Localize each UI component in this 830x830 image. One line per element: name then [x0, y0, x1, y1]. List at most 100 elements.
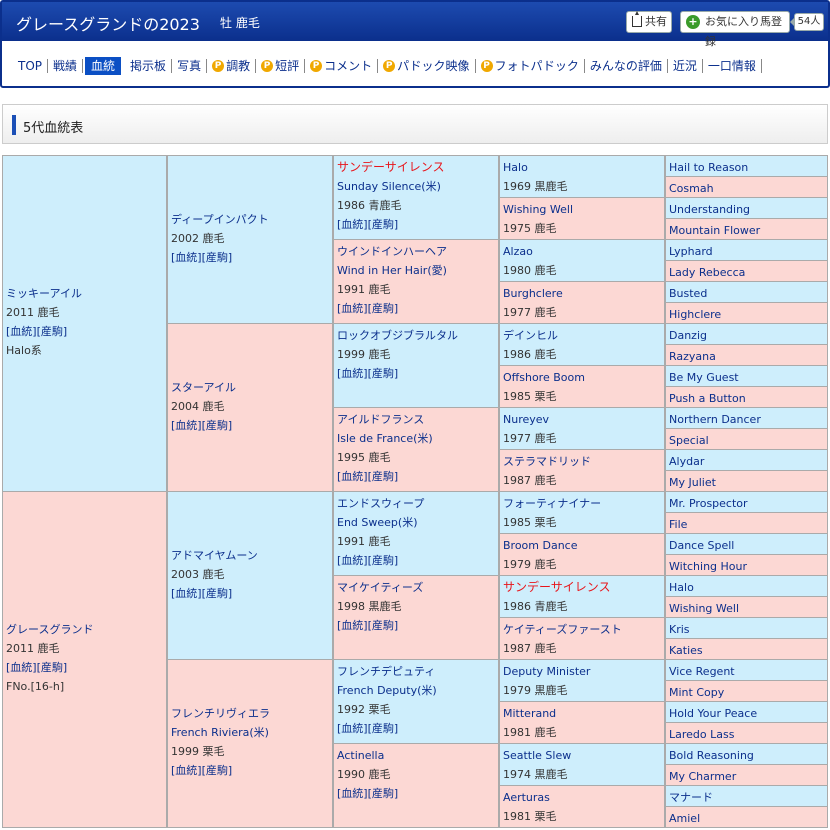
horse-name-link[interactable]: Highclere: [669, 308, 722, 321]
favorite-button[interactable]: + お気に入り馬登録: [680, 11, 790, 48]
pedigree-progeny-links[interactable]: [血統][産駒]: [337, 470, 399, 483]
horse-name-link[interactable]: マナード: [669, 791, 713, 804]
horse-english-name[interactable]: Sunday Silence(米): [337, 180, 441, 193]
horse-name-link[interactable]: アドマイヤムーン: [171, 549, 258, 562]
horse-name-link[interactable]: Deputy Minister: [503, 665, 591, 678]
horse-english-name[interactable]: French Riviera(米): [171, 726, 269, 739]
horse-name-link[interactable]: サンデーサイレンス: [337, 160, 445, 174]
nav-item-1[interactable]: 戦績: [48, 59, 84, 73]
pedigree-progeny-links[interactable]: [血統][産駒]: [337, 619, 399, 632]
horse-name-link[interactable]: Broom Dance: [503, 539, 578, 552]
pedigree-progeny-links[interactable]: [血統][産駒]: [171, 419, 233, 432]
horse-name-link[interactable]: フレンチリヴィエラ: [171, 707, 270, 720]
horse-name-link[interactable]: ケイティーズファースト: [503, 623, 622, 636]
nav-item-11[interactable]: 近況: [668, 59, 703, 73]
horse-name-link[interactable]: Alzao: [503, 245, 533, 258]
horse-name-link[interactable]: Vice Regent: [669, 665, 735, 678]
nav-item-12[interactable]: 一口情報: [703, 59, 762, 73]
pedigree-progeny-links[interactable]: [血統][産駒]: [337, 787, 399, 800]
horse-name-link[interactable]: Kris: [669, 623, 690, 636]
birth-year-color: 1987 鹿毛: [503, 642, 557, 655]
horse-name-link[interactable]: デインヒル: [503, 329, 558, 342]
horse-name-link[interactable]: Actinella: [337, 749, 385, 762]
horse-english-name[interactable]: End Sweep(米): [337, 516, 418, 529]
horse-name-link[interactable]: スターアイル: [171, 381, 237, 394]
horse-name-link[interactable]: My Juliet: [669, 476, 716, 489]
nav-item-8[interactable]: P パドック映像: [378, 59, 476, 73]
horse-name-link[interactable]: ディープインパクト: [171, 213, 269, 226]
horse-name-link[interactable]: File: [669, 518, 688, 531]
horse-name-link[interactable]: Danzig: [669, 329, 707, 342]
horse-name-link[interactable]: Halo: [669, 581, 694, 594]
horse-name-link[interactable]: Witching Hour: [669, 560, 748, 573]
horse-name-link[interactable]: Razyana: [669, 350, 716, 363]
pedigree-progeny-links[interactable]: [血統][産駒]: [171, 764, 233, 777]
pedigree-progeny-links[interactable]: [血統][産駒]: [171, 251, 233, 264]
birth-year-color: 2011 鹿毛: [6, 642, 60, 655]
horse-name-link[interactable]: Hail to Reason: [669, 161, 749, 174]
horse-english-name[interactable]: Wind in Her Hair(愛): [337, 264, 447, 277]
nav-item-6[interactable]: P 短評: [256, 59, 306, 73]
pedigree-progeny-links[interactable]: [血統][産駒]: [337, 218, 399, 231]
pedigree-progeny-links[interactable]: [血統][産駒]: [6, 661, 68, 674]
horse-name-link[interactable]: Push a Button: [669, 392, 746, 405]
pedigree-progeny-links[interactable]: [血統][産駒]: [337, 367, 399, 380]
horse-name-link[interactable]: エンドスウィープ: [337, 497, 425, 510]
horse-name-link[interactable]: My Charmer: [669, 770, 737, 783]
nav-item-4[interactable]: 写真: [172, 59, 208, 73]
horse-name-link[interactable]: ミッキーアイル: [6, 287, 83, 300]
horse-name-link[interactable]: Seattle Slew: [503, 749, 572, 762]
horse-name-link[interactable]: Hold Your Peace: [669, 707, 758, 720]
horse-name-link[interactable]: ロックオブジブラルタル: [337, 329, 458, 342]
horse-name-link[interactable]: グレースグランド: [6, 623, 94, 636]
horse-name-link[interactable]: Northern Dancer: [669, 413, 761, 426]
horse-name-link[interactable]: Amiel: [669, 812, 701, 825]
horse-name-link[interactable]: Busted: [669, 287, 708, 300]
nav-item-10[interactable]: みんなの評価: [585, 59, 668, 73]
birth-year-color: 1991 鹿毛: [337, 535, 391, 548]
horse-name-link[interactable]: Be My Guest: [669, 371, 739, 384]
nav-item-5[interactable]: P 調教: [207, 59, 257, 73]
horse-english-name[interactable]: French Deputy(米): [337, 684, 437, 697]
horse-name-link[interactable]: Lady Rebecca: [669, 266, 746, 279]
horse-name-link[interactable]: Katies: [669, 644, 703, 657]
horse-name-link[interactable]: Dance Spell: [669, 539, 735, 552]
horse-name-link[interactable]: ステラマドリッド: [503, 455, 591, 468]
horse-name-link[interactable]: Laredo Lass: [669, 728, 735, 741]
pedigree-progeny-links[interactable]: [血統][産駒]: [6, 325, 68, 338]
nav-item-9[interactable]: P フォトパドック: [476, 59, 585, 73]
horse-name-link[interactable]: Wishing Well: [669, 602, 740, 615]
horse-name-link[interactable]: Mitterand: [503, 707, 557, 720]
horse-name-link[interactable]: Halo: [503, 161, 528, 174]
nav-item-0[interactable]: TOP: [14, 59, 49, 73]
horse-name-link[interactable]: アイルドフランス: [337, 413, 425, 426]
horse-name-link[interactable]: Understanding: [669, 203, 751, 216]
pedigree-progeny-links[interactable]: [血統][産駒]: [171, 587, 233, 600]
horse-name-link[interactable]: Cosmah: [669, 182, 714, 195]
horse-english-name[interactable]: Isle de France(米): [337, 432, 433, 445]
horse-name-link[interactable]: Mountain Flower: [669, 224, 761, 237]
horse-name-link[interactable]: フォーティナイナー: [503, 497, 602, 510]
horse-name-link[interactable]: Mint Copy: [669, 686, 725, 699]
horse-name-link[interactable]: フレンチデピュティ: [337, 665, 436, 678]
pedigree-progeny-links[interactable]: [血統][産駒]: [337, 722, 399, 735]
nav-item-2[interactable]: 血統: [85, 57, 122, 75]
horse-name-link[interactable]: Nureyev: [503, 413, 550, 426]
pedigree-progeny-links[interactable]: [血統][産駒]: [337, 554, 399, 567]
horse-name-link[interactable]: Burghclere: [503, 287, 563, 300]
horse-name-link[interactable]: サンデーサイレンス: [503, 580, 611, 594]
horse-name-link[interactable]: マイケイティーズ: [337, 581, 424, 594]
horse-name-link[interactable]: Special: [669, 434, 709, 447]
horse-name-link[interactable]: ウインドインハーヘア: [337, 245, 447, 258]
horse-name-link[interactable]: Offshore Boom: [503, 371, 585, 384]
nav-item-3[interactable]: 掲示板: [125, 59, 173, 73]
nav-item-7[interactable]: P コメント: [305, 59, 379, 73]
pedigree-progeny-links[interactable]: [血統][産駒]: [337, 302, 399, 315]
horse-name-link[interactable]: Aerturas: [503, 791, 550, 804]
horse-name-link[interactable]: Alydar: [669, 455, 705, 468]
horse-name-link[interactable]: Mr. Prospector: [669, 497, 748, 510]
horse-name-link[interactable]: Wishing Well: [503, 203, 574, 216]
horse-name-link[interactable]: Bold Reasoning: [669, 749, 754, 762]
share-button[interactable]: 共有: [626, 11, 672, 33]
horse-name-link[interactable]: Lyphard: [669, 245, 713, 258]
